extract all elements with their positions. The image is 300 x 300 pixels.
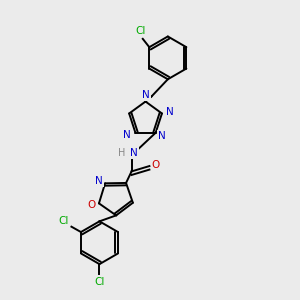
Text: Cl: Cl (59, 216, 69, 226)
Text: N: N (95, 176, 102, 186)
Text: N: N (158, 131, 166, 141)
Text: Cl: Cl (94, 277, 105, 287)
Text: Cl: Cl (135, 26, 146, 35)
Text: O: O (88, 200, 96, 210)
Text: O: O (152, 160, 160, 170)
Text: N: N (167, 107, 174, 117)
Text: N: N (130, 148, 138, 158)
Text: N: N (142, 90, 149, 100)
Text: H: H (118, 148, 126, 158)
Text: N: N (123, 130, 131, 140)
